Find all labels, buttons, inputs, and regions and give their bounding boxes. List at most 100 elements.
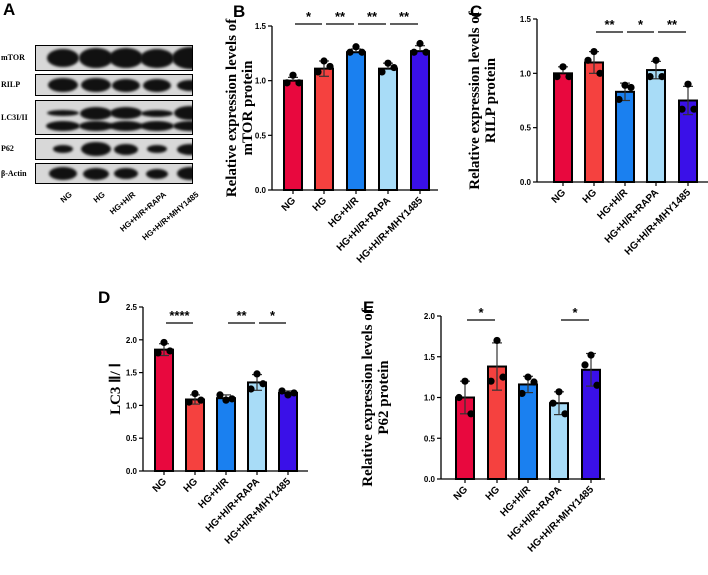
data-point bbox=[524, 373, 532, 381]
significance-label: ** bbox=[399, 9, 410, 24]
blot-strip bbox=[35, 100, 193, 135]
blot-row-label: β-Actin bbox=[1, 168, 27, 178]
data-point bbox=[422, 48, 430, 56]
data-point bbox=[559, 63, 567, 71]
data-point bbox=[320, 57, 328, 65]
y-tick-label: 2.0 bbox=[424, 312, 436, 321]
y-axis-title: LC3 Ⅱ/ Ⅰ bbox=[108, 363, 124, 415]
significance-label: ** bbox=[236, 308, 247, 323]
significance-label: ** bbox=[604, 17, 615, 32]
data-point bbox=[467, 410, 475, 418]
blot-band bbox=[114, 168, 138, 179]
blot-band bbox=[143, 78, 171, 92]
data-point bbox=[621, 81, 629, 89]
blot-band bbox=[172, 47, 192, 69]
x-tick-label: HG+H/R+RAPA bbox=[506, 484, 564, 542]
blot-band bbox=[53, 145, 73, 153]
data-point bbox=[295, 79, 303, 87]
data-point bbox=[555, 388, 563, 396]
significance-label: **** bbox=[169, 308, 190, 323]
x-tick-label: NG bbox=[280, 195, 299, 214]
blot-band bbox=[83, 167, 109, 180]
data-point bbox=[326, 62, 334, 71]
blot-row-label: P62 bbox=[1, 144, 14, 153]
blot-band bbox=[46, 121, 80, 131]
bar bbox=[646, 69, 666, 183]
data-point bbox=[627, 83, 635, 92]
blot-band bbox=[177, 79, 192, 91]
blot-band bbox=[48, 78, 78, 92]
data-point bbox=[314, 68, 322, 76]
data-point bbox=[384, 59, 392, 67]
significance-label: * bbox=[306, 9, 312, 24]
data-point bbox=[358, 48, 366, 56]
blot-band bbox=[110, 107, 142, 119]
data-point bbox=[593, 381, 601, 389]
data-point bbox=[290, 389, 298, 397]
bar bbox=[247, 381, 267, 472]
blot-band bbox=[114, 143, 138, 155]
data-point bbox=[493, 336, 501, 345]
blot-band bbox=[141, 109, 173, 117]
chart-c: 0.0 0.5 1.0 1.5 Relative expression levels o… bbox=[467, 10, 708, 258]
blot-strip bbox=[35, 138, 193, 160]
blot-band bbox=[109, 121, 143, 131]
bar bbox=[410, 50, 430, 191]
data-point bbox=[160, 338, 168, 347]
bar bbox=[216, 397, 236, 472]
panel-letter-b: B bbox=[233, 2, 246, 21]
x-tick-label: NG bbox=[550, 187, 569, 206]
blot-band bbox=[80, 106, 112, 120]
panel-letter-c: C bbox=[470, 2, 483, 21]
blot-band bbox=[81, 142, 111, 156]
significance-label: * bbox=[270, 308, 276, 323]
blot-band bbox=[140, 48, 174, 68]
blot-band bbox=[81, 78, 111, 92]
data-point bbox=[222, 396, 230, 404]
data-point bbox=[253, 370, 261, 378]
blot-band bbox=[177, 143, 192, 155]
y-tick-label: 0.0 bbox=[255, 186, 267, 195]
blot-band bbox=[49, 167, 77, 180]
data-point bbox=[581, 361, 589, 369]
y-tick-label: 0.5 bbox=[424, 434, 436, 443]
y-tick-label: 0.5 bbox=[255, 131, 267, 140]
data-point bbox=[553, 72, 561, 81]
y-axis-title: RILP protein bbox=[483, 57, 499, 143]
significance-label: ** bbox=[667, 17, 678, 32]
data-point bbox=[197, 396, 205, 404]
significance-label: ** bbox=[335, 9, 346, 24]
data-point bbox=[652, 56, 660, 64]
y-tick-label: 0.0 bbox=[424, 475, 436, 484]
data-point bbox=[530, 378, 538, 386]
data-point bbox=[352, 43, 360, 51]
blot-band bbox=[47, 110, 79, 116]
data-point bbox=[185, 398, 193, 406]
blot-band bbox=[109, 48, 143, 68]
data-point bbox=[549, 399, 557, 407]
data-point bbox=[378, 68, 386, 76]
y-tick-label: 1.5 bbox=[520, 15, 532, 24]
data-point bbox=[587, 351, 595, 359]
data-point bbox=[416, 39, 424, 48]
y-axis-title: Relative expression levels of bbox=[224, 18, 240, 197]
bar bbox=[154, 348, 174, 473]
data-point bbox=[278, 387, 286, 395]
data-point bbox=[228, 395, 236, 403]
significance-label: * bbox=[638, 17, 644, 32]
y-tick-label: 1.5 bbox=[255, 22, 267, 31]
bar bbox=[346, 51, 366, 191]
x-tick-label: HG+H/R+RAPA bbox=[603, 187, 661, 245]
data-point bbox=[191, 389, 199, 398]
blot-row-label: LC3I/II bbox=[1, 112, 28, 122]
data-point bbox=[461, 377, 469, 385]
data-point bbox=[678, 105, 686, 113]
y-tick-label: 0.5 bbox=[126, 434, 138, 443]
significance-label: * bbox=[478, 305, 484, 320]
data-point bbox=[684, 80, 692, 88]
y-tick-label: 1.0 bbox=[126, 401, 138, 410]
blot-band bbox=[79, 48, 113, 68]
blot-strip bbox=[35, 74, 193, 96]
blot-row-label: RILP bbox=[1, 80, 21, 89]
